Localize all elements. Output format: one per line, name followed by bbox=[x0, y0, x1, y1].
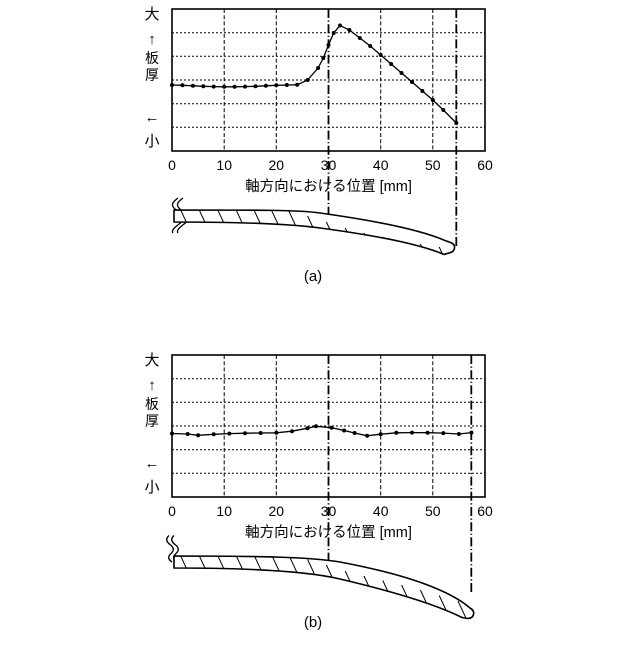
svg-text:板: 板 bbox=[145, 396, 159, 412]
svg-text:50: 50 bbox=[425, 503, 441, 519]
svg-text:(b): (b) bbox=[304, 614, 322, 631]
svg-text:←: ← bbox=[145, 455, 160, 472]
svg-text:40: 40 bbox=[373, 157, 389, 173]
svg-text:軸方向における位置 [mm]: 軸方向における位置 [mm] bbox=[245, 178, 412, 195]
svg-text:↑: ↑ bbox=[148, 377, 156, 394]
svg-text:軸方向における位置 [mm]: 軸方向における位置 [mm] bbox=[245, 524, 412, 541]
svg-text:厚: 厚 bbox=[145, 413, 159, 429]
svg-text:10: 10 bbox=[216, 157, 232, 173]
svg-text:小: 小 bbox=[144, 479, 159, 496]
svg-text:50: 50 bbox=[425, 157, 441, 173]
svg-text:小: 小 bbox=[144, 133, 159, 150]
svg-text:20: 20 bbox=[269, 157, 285, 173]
svg-text:←: ← bbox=[145, 109, 160, 126]
svg-text:↑: ↑ bbox=[148, 31, 156, 48]
svg-text:60: 60 bbox=[477, 157, 493, 173]
svg-text:30: 30 bbox=[321, 157, 337, 173]
svg-text:(a): (a) bbox=[304, 268, 322, 285]
svg-text:20: 20 bbox=[269, 503, 285, 519]
svg-text:大: 大 bbox=[144, 352, 159, 369]
svg-text:0: 0 bbox=[168, 157, 176, 173]
svg-text:大: 大 bbox=[144, 6, 159, 23]
svg-text:10: 10 bbox=[216, 503, 232, 519]
svg-text:板: 板 bbox=[145, 50, 159, 66]
svg-text:60: 60 bbox=[477, 503, 493, 519]
svg-text:40: 40 bbox=[373, 503, 389, 519]
svg-text:0: 0 bbox=[168, 503, 176, 519]
svg-text:30: 30 bbox=[321, 503, 337, 519]
svg-text:厚: 厚 bbox=[145, 67, 159, 83]
